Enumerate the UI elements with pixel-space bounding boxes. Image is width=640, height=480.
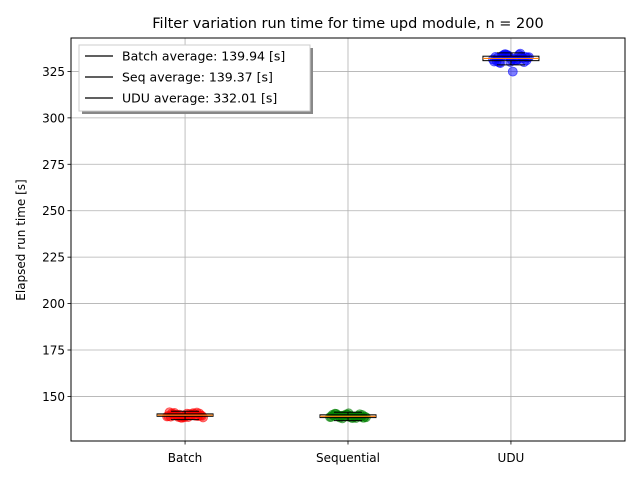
chart-title: Filter variation run time for time upd m… (152, 16, 543, 32)
x-tick-label: Sequential (316, 451, 380, 465)
y-tick-label: 275 (42, 158, 65, 172)
y-tick-label: 150 (42, 390, 65, 404)
data-point (490, 52, 501, 62)
x-tick-label: Batch (168, 451, 203, 465)
box-plots (156, 52, 540, 422)
legend-label: Seq average: 139.37 [s] (122, 70, 273, 85)
y-axis-label: Elapsed run time [s] (14, 179, 28, 300)
y-tick-label: 175 (42, 344, 65, 358)
y-axis-ticks: 150 175 200 225 250 275 300 325 (42, 65, 71, 404)
data-point (507, 66, 518, 77)
legend-label: UDU average: 332.01 [s] (122, 91, 277, 106)
x-axis-ticks: Batch Sequential UDU (168, 441, 525, 465)
legend: Batch average: 139.94 [s] Seq average: 13… (78, 44, 313, 114)
y-tick-label: 200 (42, 297, 65, 311)
x-tick-label: UDU (498, 451, 525, 465)
data-point (499, 49, 510, 60)
y-tick-label: 300 (42, 111, 65, 125)
y-tick-label: 325 (42, 65, 65, 79)
legend-label: Batch average: 139.94 [s] (122, 49, 285, 64)
y-tick-label: 250 (42, 204, 65, 218)
legend-box (78, 44, 311, 112)
y-tick-label: 225 (42, 251, 65, 265)
